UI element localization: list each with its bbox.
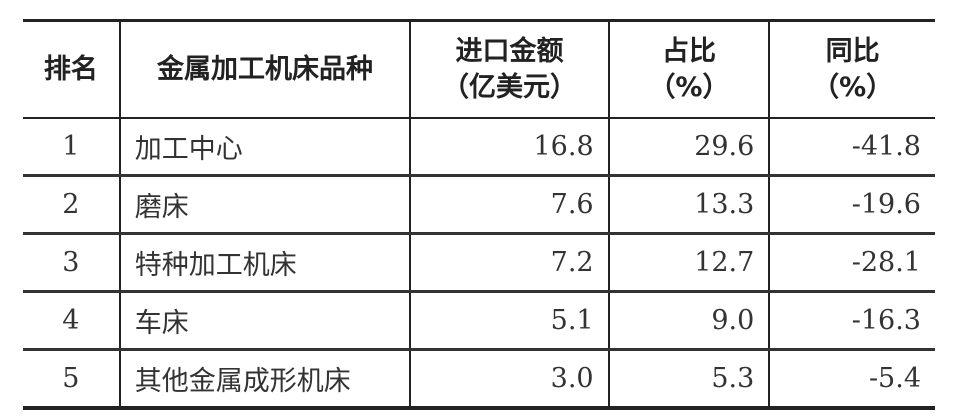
- yoy-cell: -5.4: [768, 349, 935, 410]
- import-ranking-table: 排名 金属加工机床品种 进口金额 （亿美元） 占比 （%） 同比 （%） 1 加工中心 1…: [23, 19, 935, 410]
- header-rank: 排名: [23, 19, 121, 119]
- header-share: 占比 （%）: [607, 19, 771, 119]
- type-cell: 加工中心: [118, 118, 412, 177]
- header-text: 同比: [825, 35, 880, 67]
- yoy-cell: -16.3: [768, 291, 935, 351]
- type-cell: 车床: [118, 291, 412, 351]
- yoy-cell: -19.6: [768, 175, 935, 235]
- rank-cell: 3: [23, 233, 121, 293]
- header-text: 金属加工机床品种: [157, 53, 374, 85]
- yoy-cell: -28.1: [768, 233, 935, 293]
- share-cell: 29.6: [607, 118, 771, 177]
- amount-cell: 16.8: [409, 118, 610, 177]
- amount-cell: 3.0: [409, 349, 610, 410]
- yoy-cell: -41.8: [768, 118, 935, 177]
- header-text: 占比: [661, 35, 716, 67]
- share-cell: 13.3: [607, 175, 771, 235]
- table-row: 2 磨床 7.6 13.3 -19.6: [23, 175, 935, 235]
- type-cell: 磨床: [118, 175, 412, 235]
- table-row: 5 其他金属成形机床 3.0 5.3 -5.4: [23, 349, 935, 410]
- table-row: 4 车床 5.1 9.0 -16.3: [23, 291, 935, 351]
- header-yoy: 同比 （%）: [768, 19, 935, 119]
- type-cell: 其他金属成形机床: [118, 349, 412, 410]
- share-cell: 5.3: [607, 349, 771, 410]
- amount-cell: 5.1: [409, 291, 610, 351]
- header-unit: （%）: [648, 71, 730, 103]
- type-cell: 特种加工机床: [118, 233, 412, 293]
- amount-cell: 7.2: [409, 233, 610, 293]
- rank-cell: 2: [23, 175, 121, 235]
- header-type: 金属加工机床品种: [118, 19, 412, 119]
- share-cell: 12.7: [607, 233, 771, 293]
- header-amount: 进口金额 （亿美元）: [409, 19, 610, 119]
- rank-cell: 4: [23, 291, 121, 351]
- table-row: 3 特种加工机床 7.2 12.7 -28.1: [23, 233, 935, 293]
- header-unit: （亿美元）: [441, 71, 577, 103]
- header-text: 进口金额: [455, 35, 564, 67]
- rank-cell: 1: [23, 118, 121, 177]
- header-unit: （%）: [812, 71, 894, 103]
- share-cell: 9.0: [607, 291, 771, 351]
- rank-cell: 5: [23, 349, 121, 410]
- header-text: 排名: [43, 53, 98, 85]
- header-row: 排名 金属加工机床品种 进口金额 （亿美元） 占比 （%） 同比 （%）: [23, 19, 935, 119]
- amount-cell: 7.6: [409, 175, 610, 235]
- table-row: 1 加工中心 16.8 29.6 -41.8: [23, 118, 935, 177]
